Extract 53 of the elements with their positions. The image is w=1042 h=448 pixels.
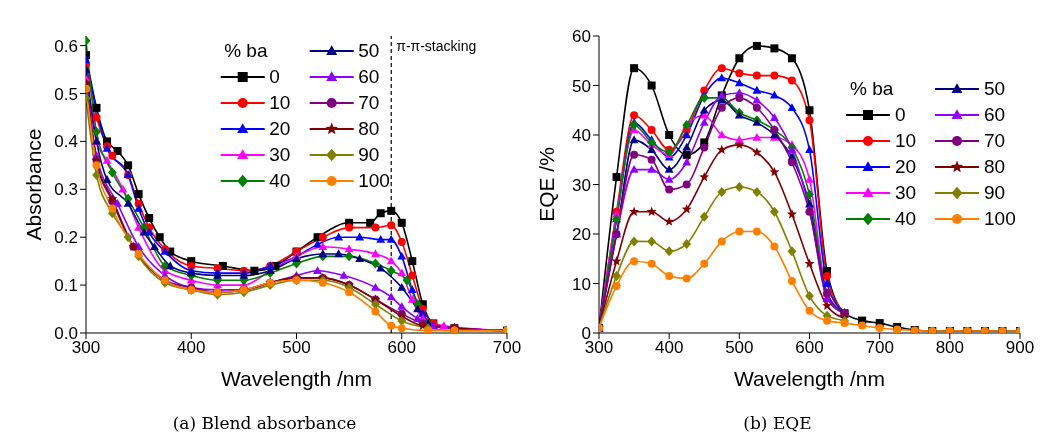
x-axis-title: Wavelength /nm	[734, 367, 885, 390]
x-tick-label: 600	[387, 338, 416, 358]
legend-label: 0	[895, 103, 907, 127]
legend-label: 70	[358, 91, 381, 115]
y-axis-title: Absorbance	[22, 128, 46, 241]
y-tick-label: 20	[572, 225, 591, 245]
x-tick-label: 700	[865, 338, 894, 358]
x-tick-label: 600	[795, 338, 824, 358]
legend-label: 70	[984, 129, 1007, 153]
legend-label: 0	[269, 65, 281, 89]
text: (a) Blend absorbance	[172, 413, 357, 433]
legend-label: 80	[984, 155, 1007, 179]
x-tick-label: 700	[492, 338, 522, 358]
y-tick-label: 0.4	[54, 132, 78, 152]
legend-label: 40	[895, 207, 918, 231]
x-tick-label: 400	[654, 338, 684, 358]
y-tick-label: 0.1	[54, 276, 78, 296]
legend-label: 10	[269, 91, 292, 115]
legend-label: 80	[358, 117, 381, 141]
legend-title: % ba	[223, 39, 269, 63]
y-tick-label: 0.5	[54, 84, 78, 104]
legend-label: 90	[358, 143, 381, 167]
legend-label: 20	[895, 155, 918, 179]
x-tick-label: 500	[282, 338, 311, 358]
legend-label: 100	[984, 207, 1017, 231]
ref-line-label: π-π-stacking	[396, 37, 477, 54]
legend-label: 40	[269, 169, 292, 193]
x-tick-label: 800	[935, 338, 965, 358]
x-tick-label: 900	[1005, 338, 1035, 358]
y-tick-label: 40	[572, 126, 591, 146]
y-tick-label: 50	[572, 76, 591, 96]
x-axis-title: Wavelength /nm	[221, 367, 372, 390]
legend-label: 60	[984, 103, 1007, 127]
y-axis-title: EQE /%	[535, 147, 559, 222]
y-tick-label: 10	[572, 274, 591, 294]
y-tick-label: 0.3	[54, 180, 78, 200]
legend-title: % ba	[849, 77, 895, 101]
legend-label: 50	[358, 39, 381, 63]
legend-label: 30	[269, 143, 292, 167]
y-tick-label: 30	[572, 175, 591, 195]
legend-label: 60	[358, 65, 381, 89]
legend-label: 100	[358, 169, 391, 193]
legend-label: 20	[269, 117, 292, 141]
legend-label: 50	[984, 77, 1007, 101]
x-tick-label: 400	[177, 338, 206, 358]
legend-label: 30	[895, 181, 918, 205]
y-tick-label: 0.2	[54, 228, 78, 248]
x-tick-label: 500	[725, 338, 754, 358]
y-tick-label: 60	[572, 27, 591, 47]
legend-label: 90	[984, 181, 1007, 205]
text: (b) EQE	[743, 413, 812, 433]
y-tick-label: 0.6	[54, 36, 78, 56]
legend-label: 10	[895, 129, 918, 153]
